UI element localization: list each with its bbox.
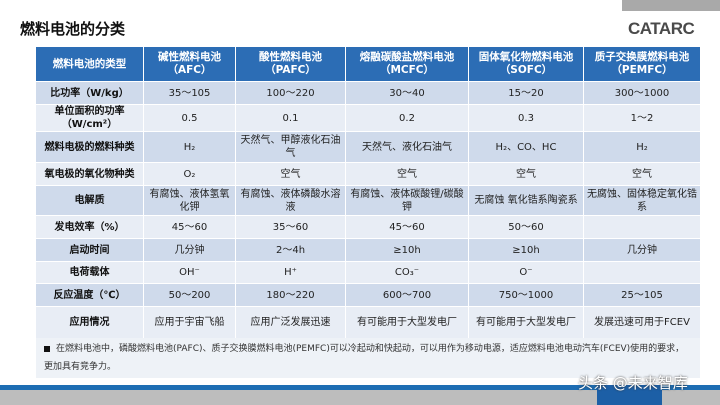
row-header: 发电效率（%）: [35, 215, 144, 239]
table-cell: 几分钟: [583, 238, 701, 262]
row-header: 电解质: [35, 185, 144, 216]
bullet-icon: [44, 345, 50, 352]
table-row: 电荷载体 OH⁻ H⁺ CO₃⁻ O⁻: [35, 261, 701, 284]
header-cell: 碱性燃料电池（AFC）: [143, 46, 236, 82]
footer-blue-box: [597, 385, 662, 405]
note-box: 在燃料电池中，磷酸燃料电池(PAFC)、质子交换膜燃料电池(PEMFC)可以冷起…: [36, 338, 700, 378]
page-title: 燃料电池的分类: [20, 20, 126, 38]
row-header: 反应温度（℃）: [35, 283, 144, 307]
table-cell: CO₃⁻: [345, 261, 469, 284]
table-cell: 15～20: [468, 81, 584, 105]
footer-gray: [0, 390, 720, 405]
header-cell: 固体氧化物燃料电池（SOFC）: [468, 46, 584, 82]
catarc-logo: CATARC: [628, 19, 695, 38]
table-row: 燃料电极的燃料种类 H₂ 天然气、甲醇液化石油气 天然气、液化石油气 H₂、CO、HC H…: [35, 131, 701, 163]
table-cell: 180～220: [235, 283, 346, 307]
header-cell: 燃料电池的类型: [35, 46, 144, 82]
table-cell: O⁻: [468, 261, 584, 284]
footer-band: [0, 385, 720, 390]
table-cell: 1～2: [583, 104, 701, 132]
table-cell: H₂: [583, 131, 701, 163]
table-cell: 2～4h: [235, 238, 346, 262]
table-cell: 100～220: [235, 81, 346, 105]
table-cell: 天然气、液化石油气: [345, 131, 469, 163]
table-cell: 空气: [583, 162, 701, 186]
table-cell: H⁺: [235, 261, 346, 284]
table-cell: H₂、CO、HC: [468, 131, 584, 163]
row-header: 单位面积的功率（W/cm²）: [35, 104, 144, 132]
table-cell: 30～40: [345, 81, 469, 105]
row-header: 电荷载体: [35, 261, 144, 284]
table-cell: 0.5: [143, 104, 236, 132]
table-cell: 35～105: [143, 81, 236, 105]
table-cell: 25～105: [583, 283, 701, 307]
table-cell: 35～60: [235, 215, 346, 239]
table-cell: 空气: [468, 162, 584, 186]
table-row: 应用情况 应用于宇宙飞船 应用广泛发展迅速 有可能用于大型发电厂 有可能用于大型发电厂发…: [35, 306, 701, 339]
table-cell: [583, 261, 701, 284]
table-row: 比功率（W/kg） 35～105 100～220 30～40 15～20 300～1000: [35, 81, 701, 105]
table-cell: 有腐蚀、液体碳酸锂/碳酸钾: [345, 185, 469, 216]
table-row: 启动时间 几分钟 2～4h ≥10h ≥10h 几分钟: [35, 238, 701, 262]
table-cell: 应用于宇宙飞船: [143, 306, 236, 339]
table-cell: 有可能用于大型发电厂: [345, 306, 469, 339]
table-cell: OH⁻: [143, 261, 236, 284]
header-cell: 酸性燃料电池（PAFC）: [235, 46, 346, 82]
row-header: 比功率（W/kg）: [35, 81, 144, 105]
table-cell: O₂: [143, 162, 236, 186]
table-cell: 天然气、甲醇液化石油气: [235, 131, 346, 163]
row-header: 氧电极的氧化物种类: [35, 162, 144, 186]
table-cell: H₂: [143, 131, 236, 163]
table-cell: 50～60: [468, 215, 584, 239]
table-cell: 45～60: [345, 215, 469, 239]
watermark: 头条 @未来智库: [578, 374, 688, 392]
table-cell: 无腐蚀、固体稳定氧化锆系: [583, 185, 701, 216]
table-row: 氧电极的氧化物种类 O₂ 空气 空气 空气 空气: [35, 162, 701, 186]
table-cell: 0.3: [468, 104, 584, 132]
table-cell: 0.2: [345, 104, 469, 132]
note-text: 在燃料电池中，磷酸燃料电池(PAFC)、质子交换膜燃料电池(PEMFC)可以冷起…: [44, 344, 685, 372]
header-cell: 熔融碳酸盐燃料电池（MCFC）: [345, 46, 469, 82]
table-cell: ≥10h: [345, 238, 469, 262]
table-cell: 发展迅速可用于FCEV: [583, 306, 701, 339]
table-cell: ≥10h: [468, 238, 584, 262]
table-cell: 50～200: [143, 283, 236, 307]
table-cell: 几分钟: [143, 238, 236, 262]
table-row: 反应温度（℃） 50～200 180～220 600～700 750～1000 25～10…: [35, 283, 701, 307]
table-header-row: 燃料电池的类型 碱性燃料电池（AFC） 酸性燃料电池（PAFC） 熔融碳酸盐燃料…: [35, 46, 701, 82]
table-cell: 有腐蚀、液体磷酸水溶液: [235, 185, 346, 216]
table-cell: [583, 215, 701, 239]
table-cell: 应用广泛发展迅速: [235, 306, 346, 339]
table-cell: 空气: [235, 162, 346, 186]
row-header: 燃料电极的燃料种类: [35, 131, 144, 163]
table-row: 电解质 有腐蚀、液体氢氧化钾 有腐蚀、液体磷酸水溶液 有腐蚀、液体碳酸锂/碳酸钾 无腐蚀…: [35, 185, 701, 216]
table-cell: 750～1000: [468, 283, 584, 307]
row-header: 启动时间: [35, 238, 144, 262]
table-row: 单位面积的功率（W/cm²） 0.5 0.1 0.2 0.3 1～2: [35, 104, 701, 132]
row-header: 应用情况: [35, 306, 144, 339]
table-cell: 有可能用于大型发电厂: [468, 306, 584, 339]
table-cell: 45～60: [143, 215, 236, 239]
table-cell: 空气: [345, 162, 469, 186]
top-decoration: [622, 0, 720, 11]
table-cell: 无腐蚀 氧化锆系陶瓷系: [468, 185, 584, 216]
table-row: 发电效率（%） 45～60 35～60 45～60 50～60: [35, 215, 701, 239]
table-cell: 有腐蚀、液体氢氧化钾: [143, 185, 236, 216]
table-cell: 600～700: [345, 283, 469, 307]
fuel-cell-table: 燃料电池的类型 碱性燃料电池（AFC） 酸性燃料电池（PAFC） 熔融碳酸盐燃料…: [35, 46, 701, 339]
header-cell: 质子交换膜燃料电池（PEMFC）: [583, 46, 701, 82]
table-cell: 300～1000: [583, 81, 701, 105]
table-cell: 0.1: [235, 104, 346, 132]
